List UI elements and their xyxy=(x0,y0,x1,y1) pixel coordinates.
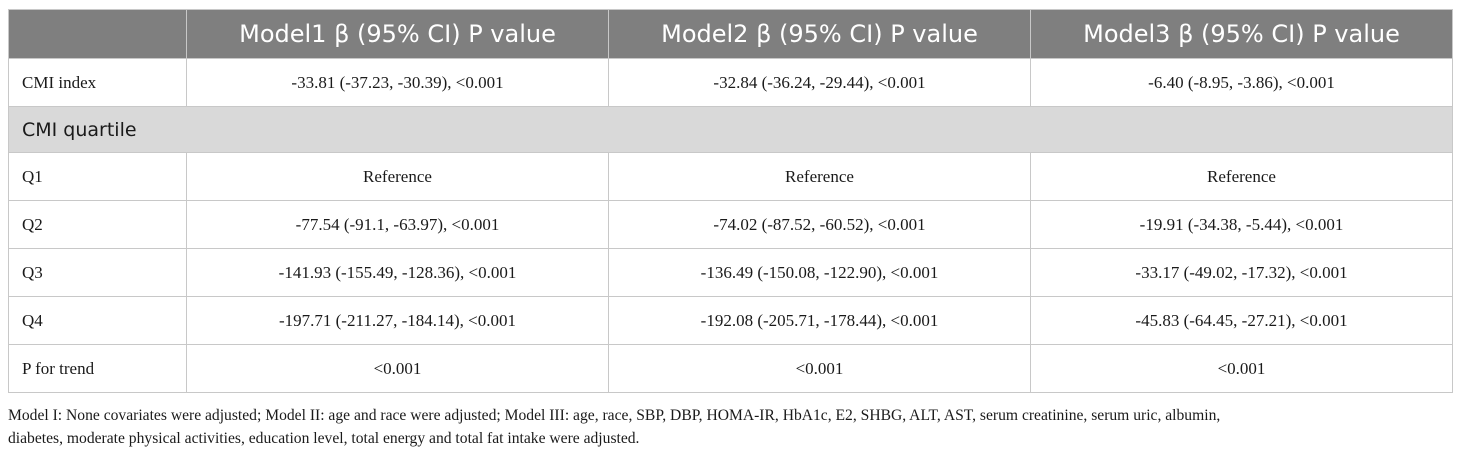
table-cell: -33.81 (-37.23, -30.39), <0.001 xyxy=(186,58,609,107)
row-label: P for trend xyxy=(8,344,187,393)
table-row-q2: Q2 -77.54 (-91.1, -63.97), <0.001 -74.02… xyxy=(8,200,1453,249)
table-cell: -192.08 (-205.71, -178.44), <0.001 xyxy=(608,296,1031,345)
results-table: Model1 β (95% CI) P value Model2 β (95% … xyxy=(8,9,1453,393)
row-label: Q1 xyxy=(8,152,187,201)
row-label: Q4 xyxy=(8,296,187,345)
table-cell: -33.17 (-49.02, -17.32), <0.001 xyxy=(1030,248,1453,297)
table-cell: -77.54 (-91.1, -63.97), <0.001 xyxy=(186,200,609,249)
table-cell: <0.001 xyxy=(186,344,609,393)
header-row: Model1 β (95% CI) P value Model2 β (95% … xyxy=(8,9,1453,59)
table-cell: -45.83 (-64.45, -27.21), <0.001 xyxy=(1030,296,1453,345)
table-row-q1: Q1 Reference Reference Reference xyxy=(8,152,1453,201)
table-cell: -136.49 (-150.08, -122.90), <0.001 xyxy=(608,248,1031,297)
table-cell: <0.001 xyxy=(608,344,1031,393)
table-row-cmi-index: CMI index -33.81 (-37.23, -30.39), <0.00… xyxy=(8,58,1453,107)
row-label: CMI index xyxy=(8,58,187,107)
table-row-q4: Q4 -197.71 (-211.27, -184.14), <0.001 -1… xyxy=(8,296,1453,345)
table-cell: -141.93 (-155.49, -128.36), <0.001 xyxy=(186,248,609,297)
table-cell: Reference xyxy=(608,152,1031,201)
header-cell-empty xyxy=(8,9,187,59)
table-cell: -74.02 (-87.52, -60.52), <0.001 xyxy=(608,200,1031,249)
table-cell: -197.71 (-211.27, -184.14), <0.001 xyxy=(186,296,609,345)
table-cell: -19.91 (-34.38, -5.44), <0.001 xyxy=(1030,200,1453,249)
section-label: CMI quartile xyxy=(8,106,1453,153)
row-label: Q2 xyxy=(8,200,187,249)
footnote-line-2: diabetes, moderate physical activities, … xyxy=(8,430,640,447)
table-cell: <0.001 xyxy=(1030,344,1453,393)
row-label: Q3 xyxy=(8,248,187,297)
section-row-cmi-quartile: CMI quartile xyxy=(8,106,1453,153)
header-cell-model3: Model3 β (95% CI) P value xyxy=(1030,9,1453,59)
table-cell: -32.84 (-36.24, -29.44), <0.001 xyxy=(608,58,1031,107)
header-cell-model1: Model1 β (95% CI) P value xyxy=(186,9,609,59)
table-row-q3: Q3 -141.93 (-155.49, -128.36), <0.001 -1… xyxy=(8,248,1453,297)
table-cell: Reference xyxy=(1030,152,1453,201)
table-footnote: Model I: None covariates were adjusted; … xyxy=(8,404,1458,450)
table-row-p-for-trend: P for trend <0.001 <0.001 <0.001 xyxy=(8,344,1453,393)
table-cell: -6.40 (-8.95, -3.86), <0.001 xyxy=(1030,58,1453,107)
header-cell-model2: Model2 β (95% CI) P value xyxy=(608,9,1031,59)
footnote-line-1: Model I: None covariates were adjusted; … xyxy=(8,407,1221,424)
table-cell: Reference xyxy=(186,152,609,201)
